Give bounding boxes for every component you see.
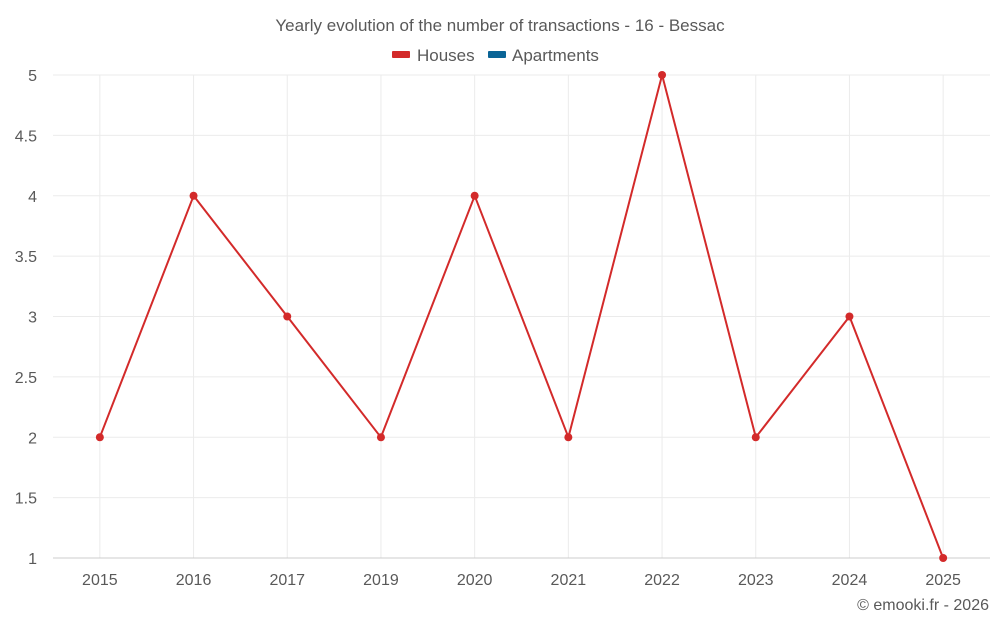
data-point-houses-2021 bbox=[564, 433, 573, 442]
x-tick-label-8: 2024 bbox=[832, 572, 868, 589]
data-point-houses-2015 bbox=[95, 433, 104, 442]
axes: 1 1.5 2 2.5 3 3.5 4 4.5 5 2015 2016 2017 2019 2020 202… bbox=[15, 68, 990, 589]
y-tick-label-5: 3.5 bbox=[15, 249, 37, 266]
y-tick-label-2: 2 bbox=[28, 430, 37, 447]
x-tick-label-4: 2020 bbox=[457, 572, 493, 589]
legend-label-houses: Houses bbox=[417, 46, 475, 65]
data-point-houses-2020 bbox=[470, 191, 479, 200]
data-point-houses-2025 bbox=[939, 554, 948, 562]
data-point-houses-2017 bbox=[283, 312, 292, 321]
legend-item-houses[interactable]: Houses bbox=[392, 46, 475, 65]
series-houses bbox=[95, 71, 948, 562]
credit-text: © emooki.fr - 2026 bbox=[857, 597, 989, 614]
data-point-houses-2024 bbox=[845, 312, 854, 321]
data-point-houses-2022 bbox=[658, 71, 667, 79]
x-tick-label-3: 2019 bbox=[363, 572, 399, 589]
data-point-houses-2016 bbox=[189, 191, 198, 200]
x-tick-label-5: 2021 bbox=[551, 572, 587, 589]
data-point-houses-2023 bbox=[751, 433, 760, 442]
legend: Houses Apartments bbox=[392, 46, 599, 65]
legend-label-apartments: Apartments bbox=[512, 46, 599, 65]
y-tick-label-8: 5 bbox=[28, 68, 37, 85]
y-tick-label-6: 4 bbox=[28, 189, 37, 206]
chart-title: Yearly evolution of the number of transa… bbox=[275, 16, 725, 35]
y-tick-label-0: 1 bbox=[28, 551, 37, 568]
data-point-houses-2019 bbox=[376, 433, 385, 442]
x-tick-label-7: 2023 bbox=[738, 572, 774, 589]
x-tick-label-2: 2017 bbox=[269, 572, 305, 589]
x-tick-label-0: 2015 bbox=[82, 572, 118, 589]
series-line-houses bbox=[98, 74, 945, 559]
legend-item-apartments[interactable]: Apartments bbox=[488, 46, 599, 65]
grid bbox=[53, 74, 990, 558]
x-tick-label-1: 2016 bbox=[176, 572, 212, 589]
x-tick-label-9: 2025 bbox=[925, 572, 961, 589]
y-tick-label-3: 2.5 bbox=[15, 370, 37, 387]
legend-swatch-apartments bbox=[488, 51, 506, 58]
y-tick-label-1: 1.5 bbox=[15, 491, 37, 508]
y-tick-label-4: 3 bbox=[28, 310, 37, 327]
y-tick-label-7: 4.5 bbox=[15, 128, 37, 145]
legend-swatch-houses bbox=[392, 51, 410, 58]
x-tick-label-6: 2022 bbox=[644, 572, 680, 589]
